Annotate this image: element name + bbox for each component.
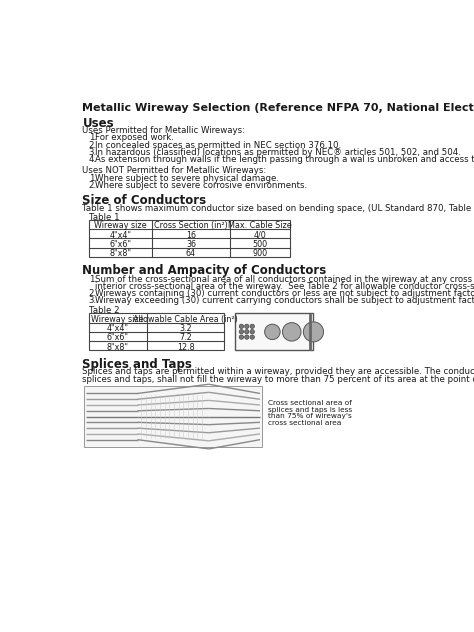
Circle shape — [239, 324, 244, 329]
Text: splices and taps, shall not fill the wireway to more than 75 percent of its area: splices and taps, shall not fill the wir… — [82, 375, 474, 384]
Circle shape — [245, 324, 249, 329]
Text: Where subject to severe physical damage.: Where subject to severe physical damage. — [95, 174, 279, 183]
Text: Table 2: Table 2 — [89, 306, 119, 315]
Text: 1.: 1. — [89, 274, 97, 284]
Text: Table 1 shows maximum conductor size based on bending space, (UL Standard 870, T: Table 1 shows maximum conductor size bas… — [82, 204, 474, 212]
Text: Splices and taps are permitted within a wireway, provided they are accessible. T: Splices and taps are permitted within a … — [82, 367, 474, 376]
Text: Uses NOT Permitted for Metallic Wireways:: Uses NOT Permitted for Metallic Wireways… — [82, 166, 267, 175]
Text: Table 1: Table 1 — [89, 212, 119, 221]
Text: 3.: 3. — [89, 148, 97, 157]
Text: Cross Section (in²): Cross Section (in²) — [154, 221, 228, 231]
Text: 8"x8": 8"x8" — [107, 343, 129, 351]
Text: 8"x8": 8"x8" — [109, 249, 131, 258]
Text: cross sectional area: cross sectional area — [268, 420, 342, 427]
Circle shape — [245, 329, 249, 334]
Text: As extension through walls if the length passing through a wal is unbroken and a: As extension through walls if the length… — [95, 155, 474, 164]
Text: Metallic Wireway Selection (Reference NFPA 70, National Electr: Metallic Wireway Selection (Reference NF… — [82, 103, 474, 112]
Text: Where subject to severe corrosive environments.: Where subject to severe corrosive enviro… — [95, 181, 307, 190]
Circle shape — [250, 335, 255, 339]
Text: In hazardous (classified) locations as permitted by NEC® articles 501, 502, and : In hazardous (classified) locations as p… — [95, 148, 461, 157]
Text: 2.: 2. — [89, 181, 97, 190]
Text: Max. Cable Size: Max. Cable Size — [228, 221, 292, 231]
Text: 6"x6": 6"x6" — [109, 240, 131, 249]
Text: For exposed work.: For exposed work. — [95, 133, 174, 142]
Text: 12.8: 12.8 — [177, 343, 194, 351]
Text: 6"x6": 6"x6" — [107, 334, 129, 343]
Text: splices and taps is less: splices and taps is less — [268, 406, 353, 413]
Text: 3.: 3. — [89, 296, 97, 305]
Text: Uses: Uses — [82, 117, 114, 130]
Text: 900: 900 — [253, 249, 267, 258]
Text: 7.2: 7.2 — [179, 334, 192, 343]
Text: In concealed spaces as permitted in NEC section 376.10.: In concealed spaces as permitted in NEC … — [95, 140, 341, 150]
Text: Splices and Taps: Splices and Taps — [82, 358, 192, 371]
Text: Sum of the cross-sectional area of all conductors contained in the wireway at an: Sum of the cross-sectional area of all c… — [95, 274, 474, 284]
Bar — [235, 313, 313, 350]
Text: 1.: 1. — [89, 174, 97, 183]
Text: Number and Ampacity of Conductors: Number and Ampacity of Conductors — [82, 264, 327, 277]
Text: 36: 36 — [186, 240, 196, 249]
Text: 4.: 4. — [89, 155, 97, 164]
Text: 4/0: 4/0 — [254, 231, 266, 240]
Circle shape — [245, 335, 249, 339]
Text: 500: 500 — [253, 240, 267, 249]
Text: Allowable Cable Area (in²): Allowable Cable Area (in²) — [133, 315, 238, 324]
Text: Wireway size: Wireway size — [94, 221, 147, 231]
Text: 1.: 1. — [89, 133, 97, 142]
Text: 4"x4": 4"x4" — [107, 324, 129, 333]
Text: 16: 16 — [186, 231, 196, 240]
Circle shape — [239, 329, 244, 334]
Text: Uses Permitted for Metallic Wireways:: Uses Permitted for Metallic Wireways: — [82, 126, 246, 135]
Bar — [89, 220, 290, 257]
Text: than 75% of wireway's: than 75% of wireway's — [268, 413, 352, 420]
Text: Wireway exceeding (30) current carrying conductors shall be subject to adjustmen: Wireway exceeding (30) current carrying … — [95, 296, 474, 305]
Circle shape — [303, 322, 324, 342]
Text: Size of Conductors: Size of Conductors — [82, 195, 207, 207]
Text: 4"x4": 4"x4" — [109, 231, 131, 240]
Bar — [84, 386, 262, 447]
Text: 2.: 2. — [89, 140, 97, 150]
Text: Cross sectional area of: Cross sectional area of — [268, 399, 352, 406]
Circle shape — [264, 324, 280, 339]
Text: Wireway size: Wireway size — [91, 315, 144, 324]
Circle shape — [239, 335, 244, 339]
Text: interior cross-sectional area of the wireway.  See Table 2 for allowable conduct: interior cross-sectional area of the wir… — [95, 282, 474, 291]
Circle shape — [250, 324, 255, 329]
Text: 2.: 2. — [89, 289, 97, 298]
Text: 3.2: 3.2 — [179, 324, 192, 333]
Text: Wireways containing (30) current conductors or less are not subject to adjustmen: Wireways containing (30) current conduct… — [95, 289, 474, 298]
Bar — [89, 313, 224, 350]
Text: 64: 64 — [186, 249, 196, 258]
Circle shape — [250, 329, 255, 334]
Circle shape — [283, 322, 301, 341]
